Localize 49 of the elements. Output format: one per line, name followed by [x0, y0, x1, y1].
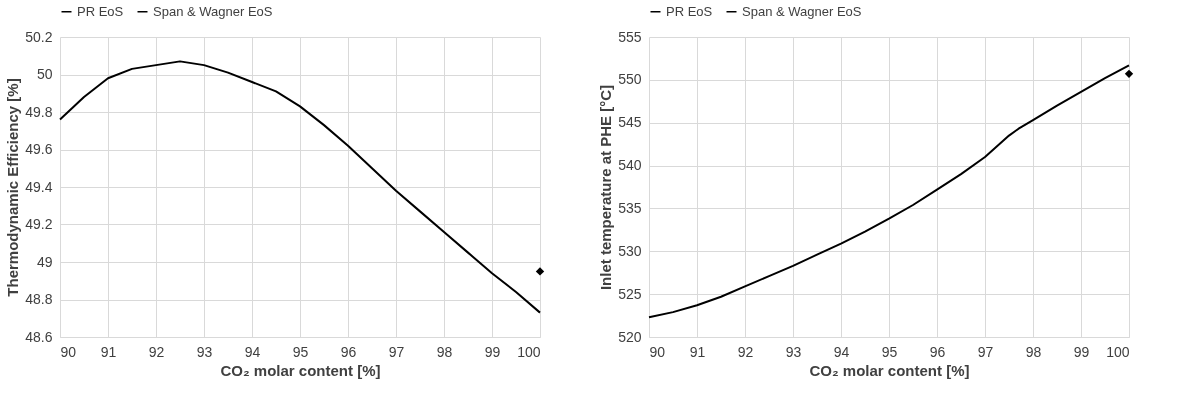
- y-tick-label: 555: [618, 28, 642, 45]
- y-tick-label: 49.8: [25, 103, 53, 120]
- line-series: [648, 64, 1130, 319]
- y-tick-label: 49.2: [25, 216, 53, 232]
- legend-label: PR EoS: [666, 3, 713, 19]
- x-tick-label: 97: [977, 343, 994, 360]
- line-series: [59, 60, 541, 314]
- y-tick-label: 540: [618, 157, 642, 174]
- x-tick-label: 100: [1106, 343, 1130, 360]
- x-tick-label: 94: [244, 343, 261, 360]
- x-axis-title: CO₂ molar content [%]: [809, 361, 970, 379]
- y-tick-label: 535: [618, 199, 642, 216]
- x-tick-label: 91: [100, 343, 117, 360]
- x-tick-label: 96: [340, 343, 357, 360]
- legend-label: Span & Wagner EoS: [742, 3, 862, 19]
- y-tick-label: 48.6: [25, 328, 53, 345]
- y-tick-label: 49.4: [25, 178, 53, 195]
- y-axis-title: Inlet temperature at PHE [°C]: [597, 84, 615, 291]
- x-tick-label: 95: [881, 343, 898, 360]
- x-tick-label: 96: [929, 343, 946, 360]
- y-axis-title: Thermodynamic Efficiency [%]: [4, 78, 22, 297]
- y-tick-label: 525: [618, 285, 642, 302]
- y-tick-label: 545: [618, 114, 642, 131]
- x-tick-label: 92: [737, 343, 754, 360]
- x-tick-label: 100: [517, 343, 541, 360]
- x-tick-label: 99: [484, 343, 501, 360]
- y-tick-label: 550: [618, 71, 642, 88]
- y-tick-label: 50.2: [25, 28, 53, 45]
- y-tick-label: 49: [36, 253, 53, 270]
- x-tick-label: 97: [388, 343, 405, 360]
- y-tick-label: 48.8: [25, 291, 53, 307]
- y-tick-label: 49.6: [25, 141, 53, 157]
- x-tick-label: 93: [785, 343, 802, 360]
- y-tick-label: 50: [36, 66, 53, 82]
- x-tick-label: 90: [60, 343, 77, 360]
- y-tick-label: 520: [618, 328, 642, 345]
- x-tick-label: 94: [833, 343, 850, 360]
- x-tick-label: 95: [292, 343, 309, 360]
- x-tick-label: 98: [1025, 343, 1042, 360]
- x-tick-label: 99: [1073, 343, 1090, 360]
- y-tick-label: 530: [618, 242, 642, 259]
- legend-label: Span & Wagner EoS: [153, 3, 273, 19]
- x-tick-label: 93: [196, 343, 213, 360]
- legend-label: PR EoS: [77, 3, 124, 19]
- x-tick-label: 91: [689, 343, 706, 360]
- x-axis-title: CO₂ molar content [%]: [220, 361, 381, 379]
- x-tick-label: 98: [436, 343, 453, 360]
- x-tick-label: 92: [148, 343, 165, 360]
- x-tick-label: 90: [649, 343, 666, 360]
